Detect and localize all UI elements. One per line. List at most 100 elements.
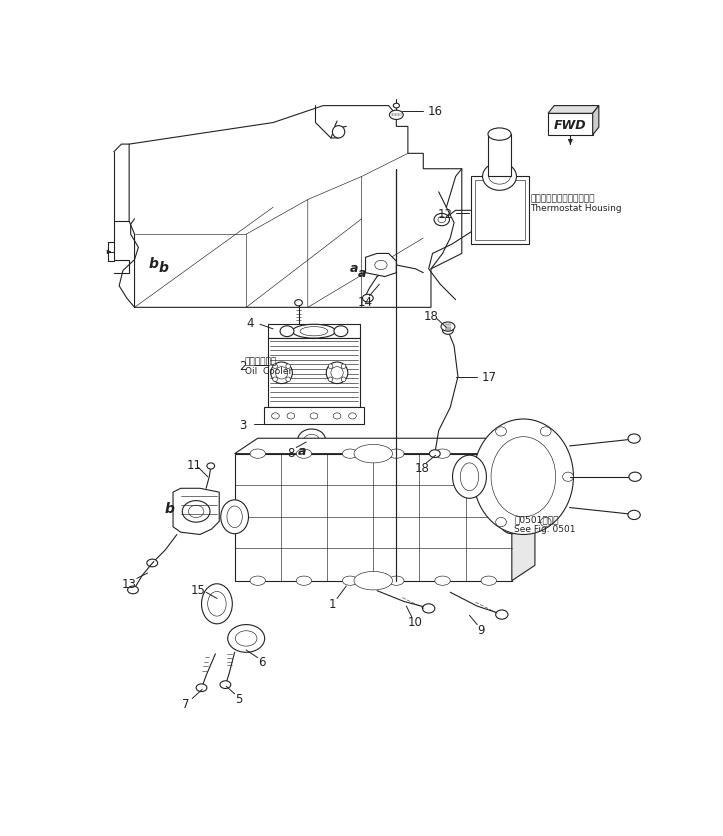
Text: FWD: FWD (554, 119, 586, 131)
Ellipse shape (362, 295, 373, 303)
Ellipse shape (287, 413, 295, 420)
Text: 8: 8 (287, 446, 294, 459)
Text: 1: 1 (329, 598, 336, 610)
Text: 6: 6 (258, 655, 265, 668)
Ellipse shape (196, 684, 207, 691)
Ellipse shape (628, 511, 641, 520)
Text: a: a (357, 267, 366, 280)
Ellipse shape (328, 378, 333, 382)
Ellipse shape (435, 450, 450, 459)
Ellipse shape (482, 163, 516, 191)
Ellipse shape (354, 572, 393, 590)
Text: 2: 2 (239, 359, 247, 372)
Ellipse shape (333, 126, 345, 139)
Ellipse shape (341, 378, 346, 382)
Polygon shape (366, 254, 396, 278)
Ellipse shape (488, 129, 511, 141)
Ellipse shape (389, 450, 404, 459)
Text: 9: 9 (477, 623, 485, 636)
Ellipse shape (147, 559, 158, 567)
Ellipse shape (540, 427, 551, 436)
Ellipse shape (202, 584, 232, 624)
Ellipse shape (221, 500, 249, 534)
Ellipse shape (296, 450, 312, 459)
Ellipse shape (453, 456, 487, 499)
Bar (488, 135, 511, 177)
Ellipse shape (326, 363, 348, 384)
Ellipse shape (481, 576, 497, 585)
Ellipse shape (280, 326, 294, 337)
Ellipse shape (498, 500, 526, 534)
Polygon shape (548, 106, 599, 115)
Text: 7: 7 (182, 696, 190, 710)
Ellipse shape (182, 501, 210, 522)
Ellipse shape (628, 435, 641, 444)
Ellipse shape (250, 450, 265, 459)
Polygon shape (593, 106, 599, 135)
Text: 12: 12 (437, 207, 453, 221)
Ellipse shape (474, 472, 484, 482)
Text: 4: 4 (247, 317, 254, 330)
Text: b: b (164, 501, 174, 515)
Polygon shape (129, 106, 462, 308)
Ellipse shape (390, 111, 403, 120)
Ellipse shape (273, 364, 278, 370)
Text: 10: 10 (408, 615, 423, 628)
Text: b: b (149, 257, 159, 270)
Ellipse shape (540, 517, 551, 527)
Text: 18: 18 (414, 461, 429, 475)
Polygon shape (548, 115, 593, 135)
Polygon shape (264, 408, 364, 425)
Text: 5: 5 (235, 692, 242, 705)
Ellipse shape (296, 576, 312, 585)
Text: 17: 17 (482, 370, 496, 384)
Text: 15: 15 (191, 583, 206, 596)
Text: b: b (158, 261, 168, 275)
Ellipse shape (393, 104, 399, 109)
Ellipse shape (271, 363, 292, 384)
Text: 14: 14 (358, 295, 373, 308)
Ellipse shape (286, 378, 291, 382)
Bar (235, 454, 512, 581)
Text: オイルクーラ: オイルクーラ (244, 357, 277, 366)
Text: 16: 16 (427, 105, 442, 119)
Ellipse shape (441, 323, 455, 332)
Ellipse shape (333, 413, 341, 420)
Ellipse shape (629, 472, 641, 482)
Ellipse shape (272, 413, 279, 420)
Bar (268, 325, 360, 339)
Text: See Fig. 0501: See Fig. 0501 (514, 524, 576, 533)
Text: 第0501図参照: 第0501図参照 (514, 515, 559, 524)
Ellipse shape (286, 364, 291, 370)
Ellipse shape (348, 413, 356, 420)
Ellipse shape (310, 413, 318, 420)
Ellipse shape (250, 576, 265, 585)
Ellipse shape (442, 327, 453, 335)
Ellipse shape (127, 586, 138, 594)
Ellipse shape (422, 604, 435, 614)
Ellipse shape (375, 261, 387, 270)
Ellipse shape (207, 463, 215, 470)
Ellipse shape (496, 517, 506, 527)
Ellipse shape (298, 430, 325, 451)
Ellipse shape (429, 451, 440, 458)
Text: 11: 11 (187, 458, 201, 472)
Ellipse shape (389, 576, 404, 585)
Ellipse shape (354, 445, 393, 463)
Text: サーモスタットハウジング: サーモスタットハウジング (530, 194, 595, 203)
Ellipse shape (474, 420, 573, 535)
Ellipse shape (434, 214, 450, 227)
Ellipse shape (343, 576, 358, 585)
Polygon shape (471, 177, 529, 245)
Ellipse shape (496, 427, 506, 436)
Polygon shape (512, 439, 535, 581)
Text: a: a (350, 262, 358, 274)
Ellipse shape (334, 326, 348, 337)
Ellipse shape (562, 472, 573, 482)
Ellipse shape (341, 364, 346, 370)
Text: Oil  Cooler: Oil Cooler (244, 366, 292, 375)
Text: 3: 3 (239, 418, 247, 431)
Ellipse shape (295, 300, 302, 307)
Text: a: a (297, 445, 306, 457)
Polygon shape (173, 489, 219, 535)
